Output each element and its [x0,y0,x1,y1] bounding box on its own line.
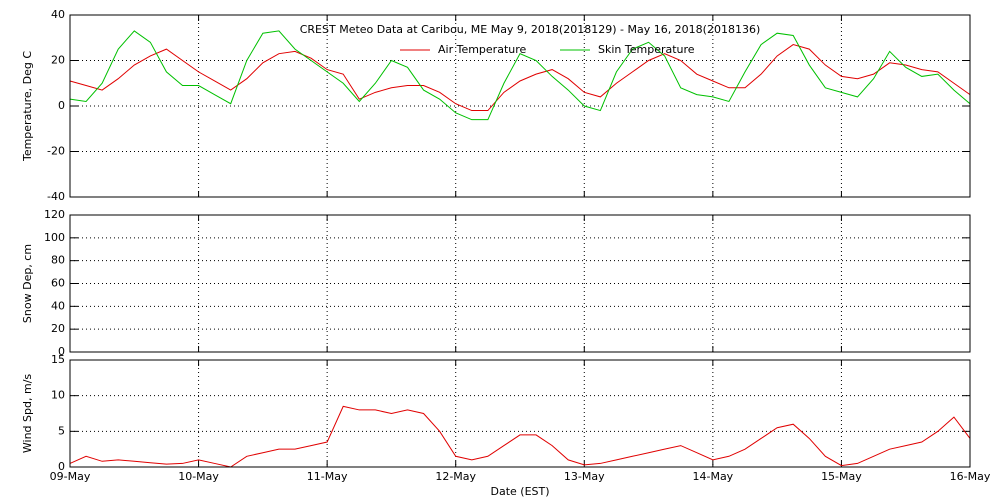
y-tick-label: 20 [51,54,65,67]
plot-frame [69,214,971,353]
y-tick-label: 100 [44,231,65,244]
x-tick-label: 15-May [821,470,862,483]
y-tick-label: 0 [58,345,65,358]
data-line [69,405,971,468]
y-tick-label: 60 [51,277,65,290]
x-tick-label: 16-May [950,470,991,483]
y-tick-label: -20 [47,145,65,158]
plot-area [70,360,970,467]
y-tick-label: 40 [51,8,65,21]
plot-frame [69,14,971,198]
chart-title: CREST Meteo Data at Caribou, ME May 9, 2… [300,23,761,36]
y-tick-label: 80 [51,254,65,267]
y-tick-label: 40 [51,299,65,312]
x-axis-label: Date (EST) [490,485,549,498]
y-tick-label: 0 [58,460,65,473]
y-tick-label: 120 [44,208,65,221]
y-axis-label: Temperature, Deg C [21,51,34,162]
y-tick-label: -40 [47,190,65,203]
legend-label: Skin Temperature [598,43,695,56]
x-tick-label: 09-May [50,470,91,483]
x-tick-label: 14-May [692,470,733,483]
y-axis-label: Wind Spd, m/s [21,374,34,454]
plot-frame [69,359,971,468]
data-line [69,44,971,112]
y-tick-label: 10 [51,389,65,402]
plot-area [70,15,970,197]
x-tick-label: 10-May [178,470,219,483]
plot-area [70,215,970,352]
y-tick-label: 5 [58,424,65,437]
y-tick-label: 15 [51,353,65,366]
legend-label: Air Temperature [438,43,527,56]
data-line [69,30,971,121]
x-tick-label: 12-May [435,470,476,483]
y-tick-label: 20 [51,322,65,335]
y-axis-label: Snow Dep, cm [21,244,34,323]
x-tick-label: 11-May [307,470,348,483]
x-tick-label: 13-May [564,470,605,483]
y-tick-label: 0 [58,99,65,112]
